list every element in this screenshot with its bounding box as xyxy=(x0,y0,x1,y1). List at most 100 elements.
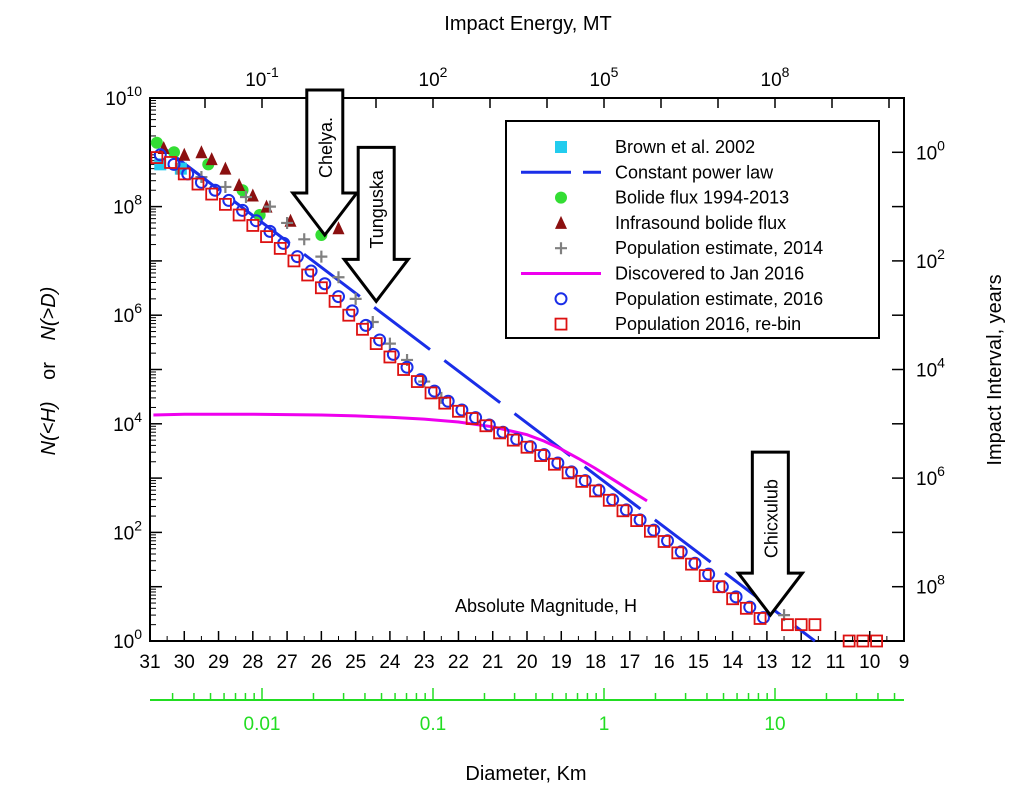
series-7-point-30 xyxy=(561,466,575,480)
series-7-point-32 xyxy=(589,484,602,498)
annotation-label-0: Chelya. xyxy=(316,117,336,178)
legend-label-7: Population 2016, re-bin xyxy=(615,314,801,334)
right-axis-title: Impact Interval, years xyxy=(984,274,1006,465)
left-axis-title-part-1: N(<H) xyxy=(38,401,60,455)
series-7-point-46 xyxy=(794,618,808,632)
legend-label-5: Discovered to Jan 2016 xyxy=(615,264,804,284)
series-7-point-50 xyxy=(870,634,883,648)
series-7-point-13 xyxy=(328,294,342,308)
series-4-point-4 xyxy=(263,200,276,213)
series-7-point-6 xyxy=(232,208,246,222)
right-tick-label-1: 102 xyxy=(916,246,945,273)
bottom-tick-label-2: 29 xyxy=(208,652,229,673)
bottom-tick-label-3: 28 xyxy=(242,652,263,673)
bottom-tick-label-11: 20 xyxy=(516,652,537,673)
series-7-point-35 xyxy=(630,514,644,527)
series-7-point-22 xyxy=(452,404,465,418)
legend-label-1: Constant power law xyxy=(615,162,774,182)
series-7-point-21 xyxy=(438,396,452,410)
series-3-point-1 xyxy=(178,147,191,161)
series-7-point-10 xyxy=(287,254,301,268)
series-4-point-8 xyxy=(332,271,345,284)
left-tick-label-0: 100 xyxy=(113,626,142,653)
series-7-point-25 xyxy=(493,426,506,440)
series-7-point-36 xyxy=(643,524,657,538)
series-3-point-4 xyxy=(219,161,232,175)
series-7-point-34 xyxy=(616,504,630,518)
right-tick-label-0: 100 xyxy=(916,137,945,164)
series-7-point-42 xyxy=(726,592,740,606)
series-7-point-48 xyxy=(842,634,856,648)
top-axis-title: Impact Energy, MT xyxy=(444,13,611,35)
legend-swatch-7 xyxy=(554,317,568,331)
series-6-point-10 xyxy=(290,250,304,264)
series-line-5 xyxy=(153,412,648,503)
series-7-point-11 xyxy=(301,268,315,282)
series-3-point-3 xyxy=(205,152,218,166)
series-2-point-0 xyxy=(150,136,163,149)
series-7-point-41 xyxy=(712,580,726,594)
legend-label-2: Bolide flux 1994-2013 xyxy=(615,188,789,208)
series-7-point-12 xyxy=(314,281,328,295)
series-3-point-0 xyxy=(157,141,170,155)
series-6-point-19 xyxy=(414,373,428,387)
series-7-point-37 xyxy=(657,535,671,548)
series-3-point-9 xyxy=(332,221,345,235)
annotation-arrow-0 xyxy=(289,88,360,238)
series-6-point-27 xyxy=(523,440,537,454)
annotation-arrow-2 xyxy=(735,450,806,618)
bottom-tick-label-6: 25 xyxy=(345,652,366,673)
series-7-point-9 xyxy=(273,241,287,255)
series-7-point-29 xyxy=(548,457,561,471)
series-7-point-17 xyxy=(383,350,397,364)
annotation-arrow-1 xyxy=(341,145,412,304)
series-7-point-31 xyxy=(575,474,589,488)
series-6-point-12 xyxy=(318,277,332,291)
series-6-point-20 xyxy=(427,384,441,398)
series-4-point-7 xyxy=(315,250,328,263)
series-line-1 xyxy=(162,146,816,643)
series-3-point-5 xyxy=(233,177,246,191)
left-axis-title-part-3: N(>D) xyxy=(38,287,60,341)
legend-swatch-3 xyxy=(555,215,567,229)
series-4-point-5 xyxy=(281,216,294,229)
series-7-point-5 xyxy=(218,197,232,211)
top-tick-label-3: 108 xyxy=(761,64,790,91)
diameter-tick-label-3: 10 xyxy=(764,714,785,735)
left-tick-label-1: 102 xyxy=(113,517,142,544)
series-7-point-4 xyxy=(205,187,219,201)
bottom-tick-label-1: 30 xyxy=(174,652,195,673)
series-6-point-29 xyxy=(551,456,565,470)
series-7-point-27 xyxy=(520,440,534,454)
legend-swatch-4 xyxy=(555,242,567,255)
series-4-point-9 xyxy=(349,292,362,305)
series-4-point-2 xyxy=(219,180,232,193)
series-6-point-4 xyxy=(208,183,222,197)
bottom-tick-label-5: 26 xyxy=(311,652,332,673)
legend-swatch-2 xyxy=(555,191,567,204)
series-6-point-40 xyxy=(702,567,716,581)
top-tick-label-0: 10-1 xyxy=(245,64,279,91)
series-6-point-38 xyxy=(674,545,688,559)
series-7-point-39 xyxy=(685,557,698,571)
series-6-point-1 xyxy=(167,157,181,171)
top-tick-label-1: 102 xyxy=(419,64,448,91)
plot-area xyxy=(150,136,883,648)
series-6-point-14 xyxy=(345,304,359,318)
left-tick-label-2: 104 xyxy=(113,409,142,436)
series-7-point-3 xyxy=(191,177,205,191)
series-7-point-38 xyxy=(671,546,685,560)
bottom-tick-label-19: 12 xyxy=(791,652,812,673)
series-3-point-2 xyxy=(195,145,208,159)
bottom-tick-label-18: 13 xyxy=(756,652,777,673)
left-tick-label-4: 108 xyxy=(113,192,142,219)
series-7-point-26 xyxy=(506,433,520,447)
diameter-axis-title: Diameter, Km xyxy=(465,763,586,785)
series-7-point-40 xyxy=(698,569,712,583)
series-7-point-28 xyxy=(534,449,548,462)
bottom-tick-label-22: 9 xyxy=(899,652,910,673)
series-4-point-6 xyxy=(298,233,311,246)
series-7-point-49 xyxy=(856,634,870,648)
bottom-tick-label-8: 23 xyxy=(414,652,435,673)
